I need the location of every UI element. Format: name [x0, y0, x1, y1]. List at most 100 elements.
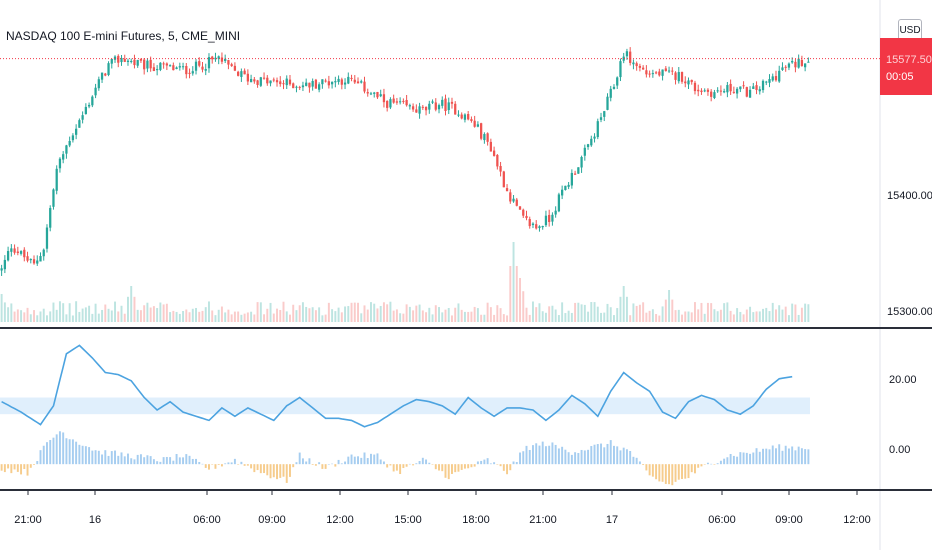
candle-body — [525, 215, 528, 219]
volume-bar — [347, 306, 350, 322]
histogram-bar — [567, 452, 570, 465]
candle-body — [586, 144, 590, 148]
volume-bar — [557, 315, 560, 322]
oscillator-pane[interactable] — [0, 344, 810, 486]
volume-bar — [279, 310, 282, 322]
candle-body — [509, 192, 512, 202]
time-axis[interactable] — [27, 490, 858, 495]
histogram-bar — [78, 444, 81, 465]
volume-bar — [120, 305, 123, 322]
candle-body — [162, 63, 165, 65]
candle-body — [706, 89, 710, 92]
histogram-bar — [470, 464, 473, 468]
candle-body — [29, 258, 32, 261]
last-price-tag: 15577.50 00:05 — [880, 38, 932, 95]
candle-body — [243, 70, 246, 75]
candle-body — [32, 259, 36, 264]
histogram-bar — [39, 450, 42, 465]
histogram-bar — [29, 464, 32, 468]
volume-bar — [81, 308, 84, 322]
candle-body — [301, 85, 305, 88]
histogram-bar — [373, 454, 376, 465]
candle-body — [693, 82, 697, 92]
symbol-title[interactable]: NASDAQ 100 E-mini Futures, 5, CME_MINI — [6, 29, 241, 43]
candle-body — [654, 72, 658, 74]
histogram-bar — [162, 457, 165, 465]
candle-body — [75, 128, 78, 135]
price-pane[interactable] — [0, 47, 810, 322]
candle-body — [470, 119, 473, 121]
histogram-bar — [49, 440, 52, 465]
volume-bar — [642, 302, 645, 322]
histogram-bar — [418, 461, 421, 465]
volume-bar — [146, 302, 149, 322]
volume-bar — [570, 312, 573, 322]
histogram-bar — [46, 442, 48, 465]
histogram-bar — [778, 444, 781, 465]
volume-bar — [697, 309, 700, 322]
histogram-bar — [509, 464, 512, 471]
histogram-bar — [512, 461, 515, 465]
volume-bar — [580, 304, 583, 322]
histogram-bar — [732, 455, 735, 465]
volume-bar — [71, 315, 74, 322]
histogram-bar — [334, 464, 337, 467]
volume-bar — [130, 286, 133, 322]
candle-body — [350, 77, 353, 79]
histogram-bar — [645, 464, 648, 471]
volume-bar — [201, 310, 204, 322]
candle-body — [188, 72, 191, 74]
histogram-bar — [557, 448, 560, 465]
histogram-bar — [528, 449, 531, 465]
candle-body — [489, 141, 492, 152]
candle-body — [768, 79, 771, 83]
histogram-bar — [457, 464, 460, 472]
volume-bar — [723, 303, 726, 322]
candle-body — [567, 184, 570, 187]
histogram-bar — [625, 449, 628, 465]
candle-body — [473, 120, 476, 127]
volume-bar — [217, 309, 220, 322]
volume-bar — [162, 304, 165, 322]
volume-bar — [175, 311, 178, 322]
histogram-bar — [224, 463, 227, 465]
candle-body — [399, 101, 402, 103]
histogram-bar — [399, 464, 402, 475]
histogram-bar — [152, 459, 155, 465]
histogram-bar — [493, 462, 496, 465]
candle-body — [117, 55, 120, 63]
candle-body — [259, 77, 262, 86]
volume-bar — [292, 304, 295, 322]
histogram-bar — [198, 462, 201, 465]
histogram-bar — [62, 432, 65, 465]
candle-body — [778, 70, 781, 82]
volume-bar — [791, 303, 794, 322]
volume-bar — [94, 303, 97, 322]
histogram-bar — [3, 464, 6, 473]
oscillator-line — [1, 344, 793, 428]
histogram-bar — [794, 450, 797, 465]
candle-body — [353, 79, 356, 83]
volume-bar — [632, 303, 635, 322]
candle-body — [227, 60, 230, 65]
histogram-bar — [370, 453, 372, 465]
histogram-bar — [295, 462, 298, 465]
volume-bar — [577, 302, 580, 322]
time-tick-label: 21:00 — [14, 514, 42, 526]
candle-body — [774, 76, 778, 81]
candle-body — [684, 81, 687, 84]
histogram-bar — [425, 459, 428, 465]
volume-bar — [65, 314, 68, 322]
candle-body — [369, 93, 373, 95]
volume-bar — [716, 311, 719, 322]
histogram-bar — [165, 456, 168, 465]
time-tick-label: 18:00 — [462, 514, 490, 526]
volume-bar — [123, 313, 126, 322]
histogram-bar — [75, 441, 78, 465]
histogram-bar — [765, 448, 768, 465]
volume-bar — [327, 302, 330, 322]
histogram-bar — [593, 444, 596, 465]
candle-body — [625, 51, 629, 57]
candle-body — [428, 103, 431, 110]
